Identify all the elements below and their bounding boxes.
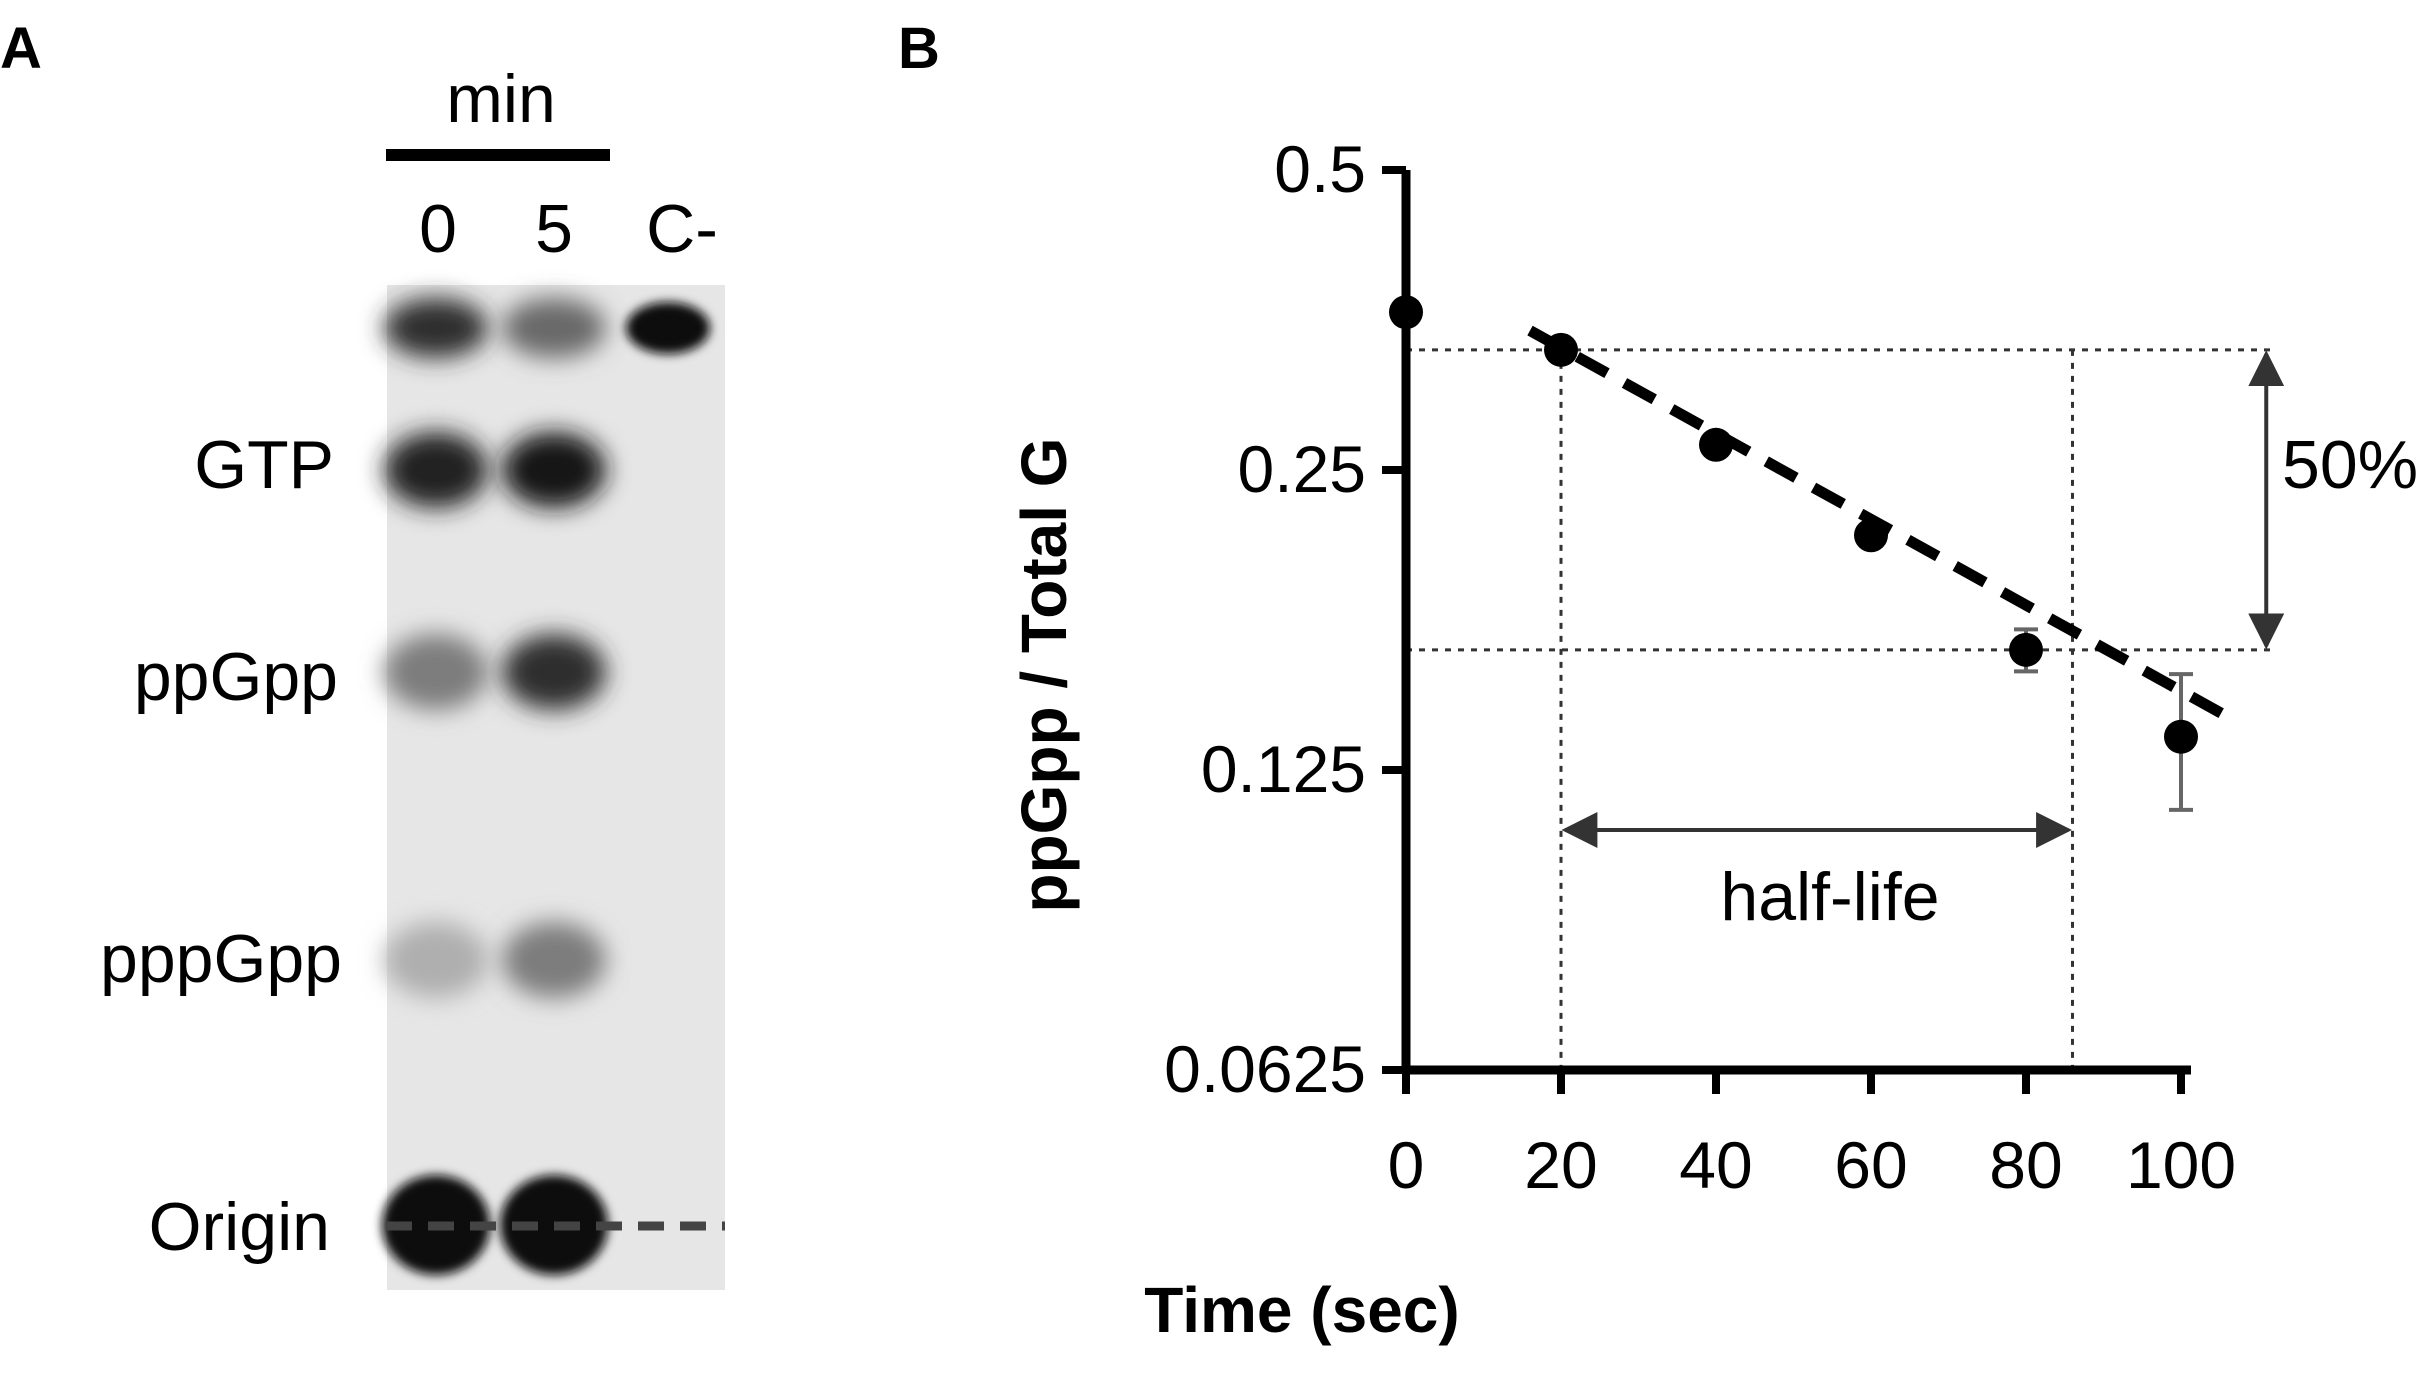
- data-point-5: [2164, 719, 2198, 754]
- spot-ppgpp-lane-0: [384, 634, 488, 710]
- spot-top-lane-5: [502, 298, 606, 358]
- spot-label-origin: Origin: [149, 1189, 330, 1265]
- chart: 0.0625 0.125 0.25 0.5 0 20 40 60 80 100 ppGpp / …: [1008, 132, 2418, 1346]
- data-point-3: [1854, 518, 1888, 553]
- x-tick-label-4: 80: [1989, 1128, 2062, 1202]
- y-axis-title: ppGpp / Total G: [1008, 437, 1080, 912]
- data-point-4: [2009, 632, 2043, 667]
- x-tick-label-1: 20: [1524, 1128, 1597, 1202]
- percent-annotation-label: 50%: [2282, 427, 2418, 503]
- lane-label-c-minus: C-: [646, 191, 718, 267]
- data-point-2: [1699, 427, 1733, 462]
- spot-top-lane-0: [384, 298, 488, 358]
- spot-pppgpp-lane-5: [502, 922, 606, 998]
- percent-annotation: 50%: [2248, 350, 2418, 650]
- x-tick-label-2: 40: [1679, 1128, 1752, 1202]
- spot-ppgpp-lane-5: [502, 634, 606, 710]
- x-axis-title: Time (sec): [1144, 1274, 1459, 1346]
- y-ticks: 0.0625 0.125 0.25 0.5: [1164, 132, 1406, 1106]
- spot-gtp-lane-5: [502, 432, 606, 508]
- halflife-annotation: half-life: [1561, 812, 2073, 935]
- y-tick-label-2: 0.25: [1238, 432, 1366, 506]
- panel-a-label: A: [0, 16, 42, 81]
- spot-label-ppgpp: ppGpp: [134, 639, 338, 715]
- spot-label-pppgpp: pppGpp: [100, 921, 342, 997]
- data-point-1: [1544, 332, 1578, 367]
- lane-label-5: 5: [535, 191, 573, 267]
- y-tick-label-1: 0.125: [1201, 732, 1366, 806]
- y-tick-label-3: 0.5: [1274, 132, 1366, 206]
- time-header: min: [446, 61, 556, 137]
- spot-gtp-lane-0: [384, 432, 488, 508]
- tlc-plate: [382, 285, 725, 1290]
- lane-label-0: 0: [419, 191, 457, 267]
- x-tick-label-5: 100: [2126, 1128, 2236, 1202]
- spot-label-gtp: GTP: [194, 427, 334, 503]
- x-tick-label-0: 0: [1388, 1128, 1425, 1202]
- y-tick-label-0: 0.0625: [1164, 1032, 1366, 1106]
- x-tick-label-3: 60: [1834, 1128, 1907, 1202]
- spot-top-c-minus: [626, 302, 710, 354]
- halflife-annotation-label: half-life: [1720, 859, 1939, 935]
- data-points: [1389, 295, 2198, 754]
- x-ticks: 0 20 40 60 80 100: [1388, 1070, 2236, 1202]
- guides: [1406, 348, 2274, 1070]
- panel-b-label: B: [898, 16, 940, 81]
- time-header-bar: [386, 149, 610, 161]
- spot-pppgpp-lane-0: [384, 922, 488, 998]
- data-point-0: [1389, 295, 1423, 330]
